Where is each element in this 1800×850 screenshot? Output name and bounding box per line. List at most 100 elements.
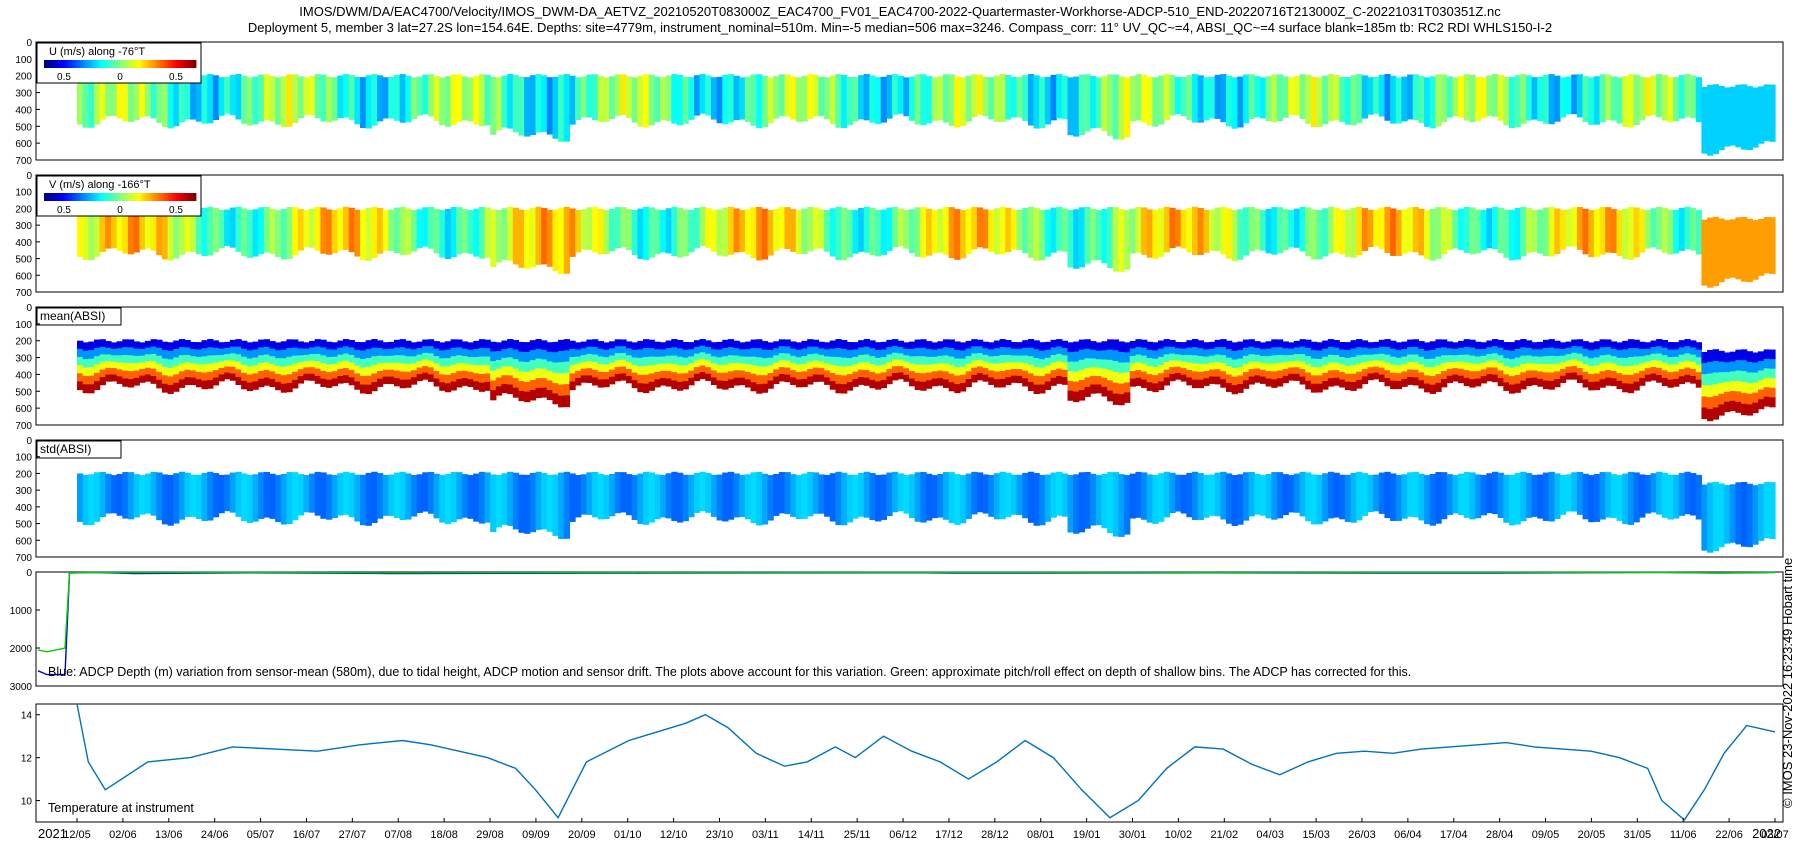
heatmap-column — [393, 339, 401, 387]
heatmap-column — [1492, 74, 1499, 117]
heatmap-column — [722, 472, 729, 522]
heatmap-column — [1746, 86, 1753, 151]
heatmap-column — [1339, 77, 1346, 123]
heatmap-column — [93, 74, 101, 125]
heatmap-column — [292, 207, 299, 256]
heatmap-column — [654, 341, 661, 388]
heatmap-column — [1214, 339, 1221, 385]
x-tick-label: 17/04 — [1440, 829, 1468, 841]
heatmap-column — [1129, 75, 1137, 122]
heatmap-column — [999, 339, 1006, 388]
heatmap-column — [586, 339, 593, 384]
heatmap-column — [1610, 474, 1618, 518]
heatmap-column — [1593, 76, 1601, 125]
heatmap-column — [1599, 207, 1606, 255]
heatmap-column — [1084, 74, 1091, 132]
heatmap-column — [1107, 339, 1114, 402]
heatmap-column — [1316, 77, 1323, 127]
heatmap-column — [229, 207, 237, 248]
colorbar-segment — [188, 193, 192, 201]
heatmap-column — [150, 471, 157, 516]
heatmap-column — [1078, 339, 1086, 401]
y-tick-label: 0 — [26, 38, 32, 49]
heatmap-column — [1480, 342, 1487, 384]
heatmap-column — [778, 74, 786, 116]
heatmap-column — [1520, 339, 1527, 390]
heatmap-column — [937, 208, 944, 253]
y-tick-label: 12 — [21, 754, 33, 765]
heatmap-column — [1463, 471, 1470, 518]
colorbar-segment — [76, 193, 80, 201]
heatmap-column — [631, 77, 638, 123]
heatmap-column — [603, 77, 610, 122]
heatmap-column — [948, 472, 955, 524]
heatmap-column — [1758, 218, 1765, 276]
colorbar-segment — [94, 193, 98, 201]
heatmap-column — [937, 341, 944, 386]
heatmap-column — [580, 209, 587, 250]
heatmap-column — [852, 342, 859, 387]
x-tick-label: 21/02 — [1211, 829, 1239, 841]
heatmap-column — [858, 207, 865, 252]
heatmap-column — [744, 474, 752, 520]
heatmap-column — [1033, 208, 1040, 261]
heatmap-column — [1548, 339, 1555, 390]
heatmap-column — [818, 209, 825, 249]
heatmap-column — [1644, 474, 1652, 514]
heatmap-column — [1661, 472, 1669, 518]
heatmap-column — [1033, 473, 1040, 526]
heatmap-column — [184, 340, 191, 386]
heatmap-column — [909, 341, 916, 387]
x-tick-label: 10/02 — [1165, 829, 1193, 841]
colorbar-segment — [130, 193, 134, 201]
colorbar-tick-label: 0.5 — [169, 72, 183, 83]
heatmap-column — [614, 472, 621, 514]
heatmap-column — [433, 473, 440, 519]
heatmap-column — [518, 474, 525, 533]
colorbar-segment — [145, 60, 149, 68]
heatmap-column — [659, 77, 667, 121]
colorbar-segment — [46, 60, 50, 68]
heatmap-column — [886, 472, 893, 517]
heatmap-column — [1559, 342, 1567, 383]
heatmap-column — [1599, 472, 1606, 520]
heatmap-column — [422, 74, 429, 115]
heatmap-column — [1073, 474, 1080, 534]
heatmap-column — [648, 74, 655, 126]
heatmap-column — [1582, 76, 1589, 123]
heatmap-column — [1129, 340, 1137, 387]
heatmap-column — [241, 208, 248, 257]
heatmap-column — [212, 208, 220, 253]
heatmap-column — [575, 342, 582, 386]
heatmap-column — [676, 207, 684, 258]
colorbar-segment — [152, 60, 156, 68]
heatmap-column — [1559, 77, 1567, 118]
heatmap-column — [631, 475, 638, 520]
heatmap-column — [252, 341, 259, 390]
heatmap-column — [597, 341, 604, 388]
heatmap-column — [682, 342, 689, 390]
colorbar-segment — [178, 60, 182, 68]
heatmap-column — [750, 472, 757, 524]
heatmap-column — [1605, 339, 1612, 386]
heatmap-column — [1135, 339, 1142, 386]
colorbar-segment — [82, 193, 85, 201]
heatmap-column — [1458, 340, 1465, 384]
heatmap-column — [1180, 474, 1187, 514]
heatmap-column — [275, 342, 282, 391]
heatmap-column — [1412, 206, 1420, 253]
heatmap-column — [558, 207, 565, 274]
heatmap-column — [739, 342, 746, 386]
heatmap-column — [693, 75, 701, 116]
heatmap-column — [1520, 74, 1527, 124]
heatmap-column — [1237, 209, 1244, 260]
heatmap-column — [1022, 75, 1029, 121]
colorbar-segment — [127, 193, 131, 201]
colorbar-segment — [125, 193, 128, 201]
y-tick-label: 300 — [15, 354, 32, 365]
heatmap-column — [614, 207, 621, 249]
heatmap-column — [1259, 210, 1267, 251]
heatmap-column — [1390, 75, 1397, 124]
heatmap-column — [1554, 75, 1561, 122]
heatmap-column — [535, 339, 542, 399]
